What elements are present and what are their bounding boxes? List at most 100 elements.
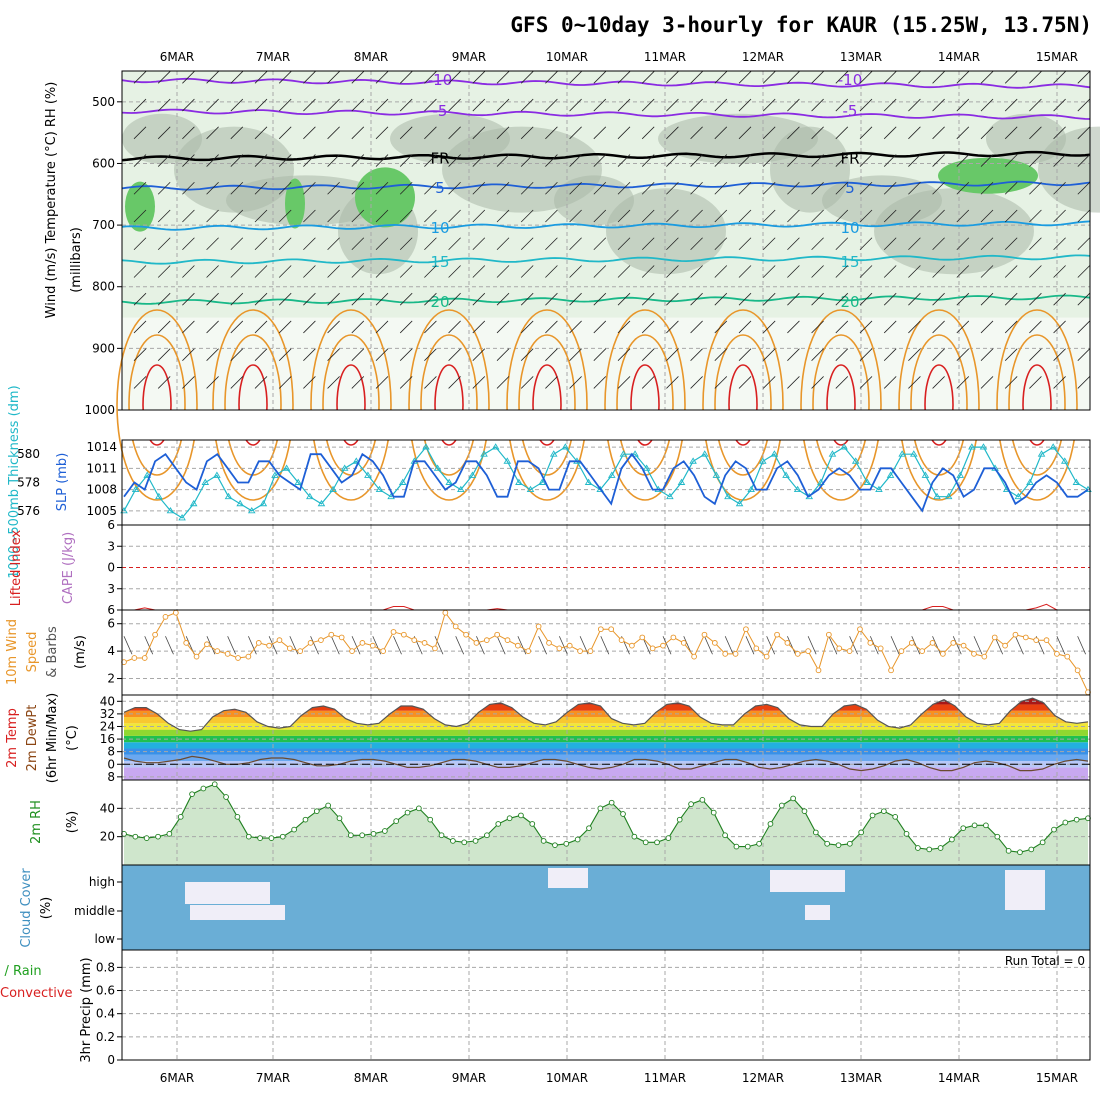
- wind-barb: [1077, 154, 1091, 167]
- wind-barb: [351, 71, 365, 84]
- wind-barb: [520, 181, 534, 195]
- wind-barb: [448, 320, 461, 334]
- wind-barb: [254, 154, 268, 167]
- wind-barb: [424, 292, 437, 306]
- wind-barb: [157, 376, 171, 389]
- wind-barb: [811, 320, 824, 334]
- wind-barb: [230, 71, 244, 84]
- wind-barb: [762, 181, 776, 195]
- wind-barb: [227, 636, 237, 655]
- wind-barb: [1015, 636, 1024, 655]
- wind-barb: [182, 320, 195, 334]
- wind-barb: [327, 237, 340, 251]
- data-point: [1037, 450, 1046, 457]
- data-point: [801, 808, 808, 815]
- data-point: [586, 825, 592, 832]
- wind-barb: [883, 376, 897, 389]
- wind-barb: [375, 71, 389, 84]
- wind-barb: [738, 348, 752, 361]
- wind-barb: [883, 237, 897, 251]
- wind-barb: [593, 126, 607, 140]
- wind-barb: [714, 237, 728, 251]
- temp-tick-label: 16: [100, 732, 115, 746]
- data-point: [491, 443, 500, 450]
- wind-barb: [157, 154, 171, 167]
- wind-barb: [520, 376, 534, 389]
- wind-barb: [545, 237, 558, 251]
- wind-barb: [375, 376, 389, 389]
- wind-barb: [206, 71, 219, 84]
- data-point: [835, 842, 842, 849]
- wind-barb: [182, 376, 195, 389]
- wind-barb: [811, 265, 824, 278]
- temp-band: [124, 742, 1088, 749]
- wind-barb: [327, 71, 340, 84]
- wind-barb: [762, 292, 776, 306]
- data-point: [193, 653, 200, 660]
- wind-barb: [690, 71, 703, 84]
- wind-barb: [956, 320, 970, 334]
- data-point: [155, 492, 163, 500]
- wind-barb: [617, 126, 631, 140]
- wind-barb: [520, 348, 534, 361]
- data-point: [279, 833, 286, 840]
- temp-tick-label: 32: [100, 707, 115, 721]
- data-point: [480, 450, 488, 457]
- data-point: [561, 443, 570, 450]
- wind-barb: [545, 71, 558, 84]
- data-point: [166, 830, 173, 837]
- wind-barb: [738, 71, 752, 84]
- wind-barb: [520, 98, 534, 112]
- data-point: [756, 840, 762, 847]
- clear-region: [770, 870, 845, 892]
- wind-barb: [738, 237, 752, 251]
- wind-barb: [932, 98, 945, 112]
- data-point: [302, 816, 309, 823]
- precip-total-label: Total / Rain: [0, 964, 42, 979]
- wind-barb: [714, 376, 728, 389]
- data-point: [944, 492, 953, 500]
- data-point: [484, 832, 490, 839]
- data-point: [919, 648, 926, 654]
- wind-barb: [399, 265, 413, 278]
- temp-axis-label: (°C): [65, 725, 80, 751]
- data-point: [438, 832, 445, 839]
- wind-barb: [278, 292, 292, 306]
- temp-band: [124, 729, 1088, 736]
- data-point: [937, 845, 944, 851]
- data-point: [744, 843, 751, 850]
- data-point: [929, 640, 936, 646]
- wind-barb: [206, 209, 219, 223]
- wind-barb: [1056, 636, 1066, 655]
- wind-barb: [690, 265, 703, 278]
- wind-barb: [351, 636, 361, 655]
- wind-barb: [303, 71, 316, 84]
- wind-barb: [182, 71, 195, 84]
- wind-barb: [1053, 265, 1066, 278]
- wind-barb: [496, 237, 510, 251]
- rh-unit-label: (%): [65, 811, 80, 834]
- wind-barb: [569, 237, 582, 251]
- wind-barb: [745, 636, 755, 655]
- data-point: [214, 648, 221, 654]
- wind-barb: [932, 71, 945, 84]
- wind-barb: [399, 154, 413, 167]
- wind-barb: [641, 209, 655, 223]
- wind-barb: [520, 154, 534, 167]
- wind-barb: [980, 237, 994, 251]
- wind-barb: [424, 209, 437, 223]
- data-point: [836, 645, 843, 652]
- wind-barb: [157, 320, 171, 334]
- data-point: [608, 471, 616, 478]
- wind-barb: [157, 181, 171, 195]
- data-point: [546, 640, 552, 646]
- wind-barb: [375, 348, 389, 361]
- data-point: [472, 838, 479, 844]
- wind-barb: [327, 98, 340, 112]
- date-label-bottom: 9MAR: [452, 1071, 487, 1085]
- wind-barb: [932, 320, 945, 334]
- data-point: [540, 838, 547, 844]
- wind-barb: [890, 636, 900, 655]
- wind-barb: [714, 292, 728, 306]
- data-point: [642, 464, 651, 471]
